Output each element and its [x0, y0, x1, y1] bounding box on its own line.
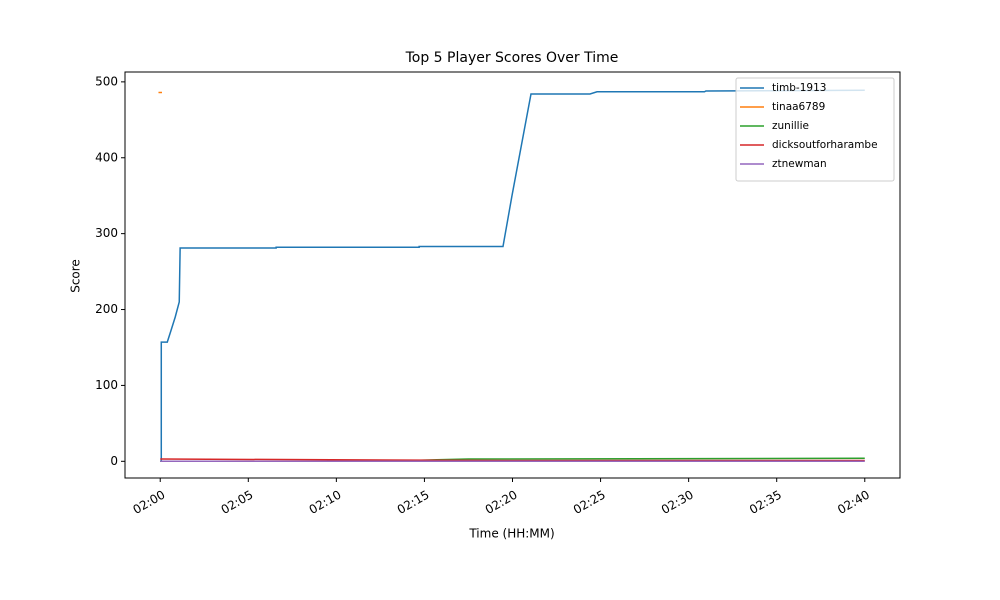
y-tick-label: 500 — [95, 74, 118, 88]
x-tick-label: 02:25 — [571, 488, 608, 517]
x-axis-label: Time (HH:MM) — [468, 527, 554, 541]
y-tick-label: 200 — [95, 302, 118, 316]
x-tick-label: 02:10 — [307, 488, 344, 517]
y-tick-label: 300 — [95, 226, 118, 240]
legend-label: tinaa6789 — [772, 101, 825, 113]
legend-label: dicksoutforharambe — [772, 139, 878, 151]
x-tick-label: 02:00 — [131, 488, 168, 517]
legend-label: ztnewman — [772, 158, 827, 170]
x-tick-label: 02:05 — [219, 488, 256, 517]
legend-label: timb-1913 — [772, 82, 826, 94]
x-tick-label: 02:15 — [395, 488, 432, 517]
x-tick-label: 02:30 — [659, 488, 696, 517]
y-tick-label: 400 — [95, 150, 118, 164]
y-tick-label: 100 — [95, 378, 118, 392]
series-line — [160, 89, 865, 463]
x-tick-label: 02:40 — [835, 488, 872, 517]
y-tick-label: 0 — [110, 454, 118, 468]
plot-frame — [124, 71, 901, 479]
legend-label: zunillie — [772, 120, 809, 132]
y-axis-label: Score — [69, 259, 83, 293]
chart-title: Top 5 Player Scores Over Time — [405, 50, 619, 66]
legend: timb-1913 tinaa6789 zunillie dicksoutforhar… — [735, 77, 895, 182]
x-tick-label: 02:35 — [747, 488, 784, 517]
legend-box — [735, 77, 895, 182]
x-tick-label: 02:20 — [483, 488, 520, 517]
